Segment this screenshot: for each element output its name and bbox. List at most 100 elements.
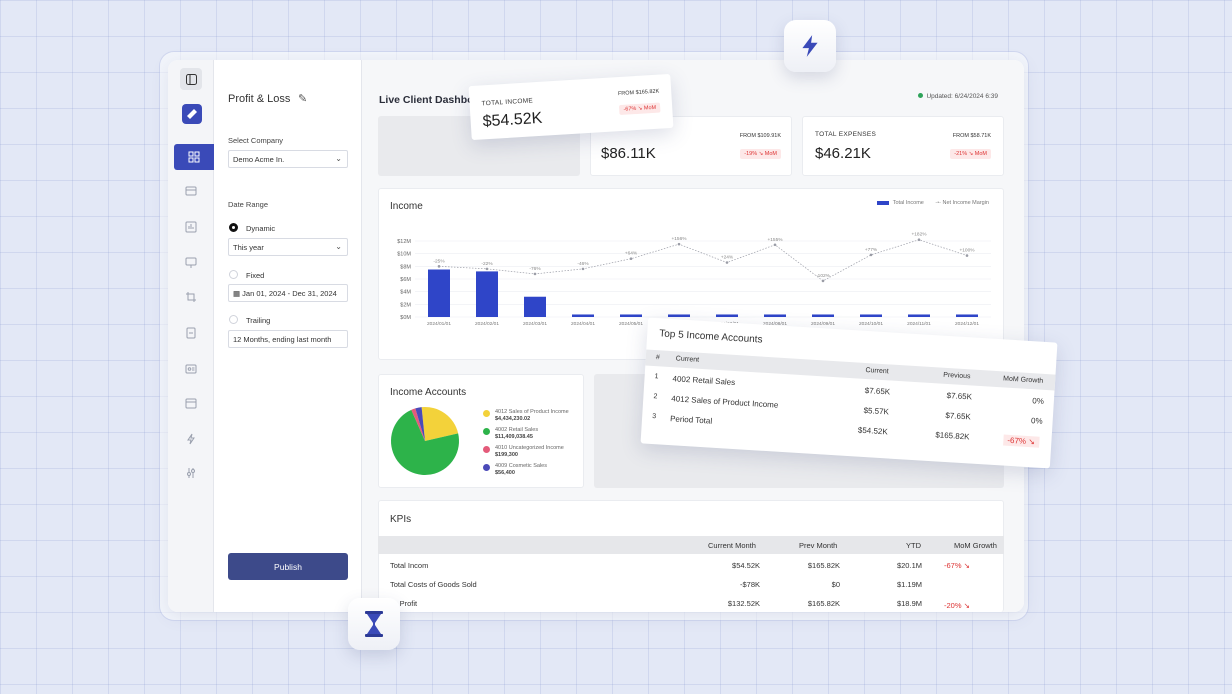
total-expenses-from: FROM $58.71K — [952, 133, 991, 139]
total-income-badge: -67% ↘ MoM — [619, 102, 661, 116]
top5-row-growth: -67% ↘ — [1003, 434, 1040, 448]
publish-button[interactable]: Publish — [228, 553, 348, 580]
icon-rail — [168, 60, 214, 612]
updated-status: Updated: 6/24/2024 6:39 — [918, 93, 998, 100]
top5-row-current: $54.52K — [857, 425, 888, 437]
income-bar — [716, 314, 738, 317]
panel-title: Profit & Loss — [228, 93, 291, 105]
top5-row-name: 4002 Retail Sales — [672, 374, 736, 388]
pie-legend-dot — [483, 428, 490, 435]
kpi-table-header: Current Month Prev Month YTD MoM Growth — [378, 536, 1004, 554]
income-accounts-card: Income Accounts 4012 Sales of Product In… — [378, 374, 584, 488]
income-pie-svg — [391, 407, 459, 475]
pie-legend-dot — [483, 410, 490, 417]
net-margin-label: -46% — [577, 261, 589, 267]
net-income-badge: -19% ↘ MoM — [740, 149, 781, 159]
y-tick-label: $10M — [397, 252, 411, 258]
kpi-row-name: ss Profit — [390, 599, 418, 608]
kpi-col-current: Current Month — [708, 541, 756, 550]
legend-total-income-swatch — [876, 200, 889, 205]
trailing-input[interactable]: 12 Months, ending last month — [228, 330, 348, 348]
net-margin-point — [581, 267, 585, 271]
pie-legend-dot — [483, 446, 490, 453]
bolt-icon[interactable] — [174, 426, 208, 452]
trailing-value: 12 Months, ending last month — [233, 335, 332, 344]
document-icon[interactable] — [174, 320, 208, 346]
net-income-from: FROM $109.91K — [739, 133, 781, 139]
x-tick-label: 2024/04/01 — [571, 321, 595, 327]
net-margin-label: -102% — [816, 273, 831, 279]
total-expenses-label: TOTAL EXPENSES — [815, 131, 877, 138]
x-tick-label: 2024/08/01 — [763, 321, 787, 327]
kpi-col-prev: Prev Month — [799, 541, 838, 550]
company-select[interactable]: Demo Acme In. ⌄ — [228, 150, 348, 168]
net-margin-point — [917, 238, 921, 242]
income-bar — [572, 314, 594, 317]
fixed-radio[interactable] — [229, 270, 238, 279]
net-margin-point — [533, 272, 537, 276]
net-margin-label: -76% — [529, 266, 541, 272]
x-tick-label: 2024/09/01 — [811, 321, 835, 327]
hourglass-icon — [348, 598, 400, 650]
income-bar — [620, 314, 642, 317]
dashboard-icon[interactable] — [174, 144, 214, 170]
trailing-radio[interactable] — [229, 315, 238, 324]
net-margin-point — [677, 242, 681, 246]
total-expenses-badge: -21% ↘ MoM — [950, 149, 991, 159]
pie-legend-dot — [483, 464, 490, 471]
monitor-icon[interactable] — [174, 250, 208, 276]
filter-panel: Profit & Loss ✎ Select Company Demo Acme… — [214, 60, 362, 612]
net-margin-label: -25% — [433, 258, 445, 264]
pie-slice — [421, 407, 459, 441]
calendar-icon[interactable] — [174, 390, 208, 416]
kpis-title: KPIs — [390, 514, 412, 525]
y-tick-label: $12M — [397, 239, 411, 245]
settings-sliders-icon[interactable] — [174, 460, 208, 486]
income-bar — [956, 314, 978, 317]
top5-row-previous: $7.65K — [946, 390, 973, 402]
kpis-card: KPIs — [378, 500, 1004, 612]
fixed-date-input[interactable]: ▦ Jan 01, 2024 - Dec 31, 2024 — [228, 284, 348, 302]
x-tick-label: 2024/10/01 — [859, 321, 883, 327]
income-bar — [764, 314, 786, 317]
kpi-col-growth: MoM Growth — [954, 541, 997, 550]
top5-row-name: Period Total — [669, 414, 713, 426]
x-tick-label: 2024/12/01 — [955, 321, 979, 327]
dynamic-radio[interactable] — [229, 223, 238, 232]
edit-icon[interactable]: ✎ — [298, 93, 308, 105]
chevron-down-icon: ⌄ — [335, 242, 342, 251]
x-tick-label: 2024/01/01 — [427, 321, 451, 327]
analytics-icon[interactable] — [174, 214, 208, 240]
fixed-label: Fixed — [246, 271, 265, 280]
top5-row-name: 4012 Sales of Product Income — [671, 394, 779, 410]
company-label: Select Company — [228, 136, 284, 145]
top5-title: Top 5 Income Accounts — [658, 328, 763, 346]
income-bar — [428, 269, 450, 317]
live-dot — [918, 93, 924, 98]
net-margin-label: +77% — [865, 247, 878, 253]
collapse-sidebar-icon[interactable] — [180, 68, 202, 90]
income-bar — [860, 314, 882, 317]
top5-row-num: 1 — [654, 373, 659, 381]
kpi-row-current: -$78K — [739, 580, 760, 589]
updated-text: Updated: 6/24/2024 6:39 — [926, 93, 998, 100]
x-tick-label: 2024/11/01 — [907, 321, 931, 327]
top5-row-current: $5.57K — [863, 405, 890, 417]
dynamic-value: This year — [233, 243, 264, 252]
net-margin-label: +156% — [671, 236, 687, 242]
net-income-value: $86.11K — [601, 145, 656, 162]
kpi-row-ytd: $20.1M — [896, 561, 922, 570]
contacts-icon[interactable] — [174, 356, 208, 382]
top5-row-growth: 0% — [1030, 416, 1043, 426]
x-tick-label: 2024/02/01 — [475, 321, 499, 327]
top5-col-current: Current — [865, 366, 889, 376]
reports-icon[interactable] — [174, 178, 208, 204]
crop-icon[interactable] — [174, 284, 208, 310]
total-income-from: FROM $165.82K — [617, 88, 660, 98]
top5-row-growth: 0% — [1032, 396, 1045, 406]
fixed-value: Jan 01, 2024 - Dec 31, 2024 — [242, 289, 337, 298]
legend-total-income: Total Income — [892, 200, 924, 206]
dynamic-select[interactable]: This year ⌄ — [228, 238, 348, 256]
total-expenses-card[interactable]: TOTAL EXPENSES $46.21K FROM $58.71K -21%… — [802, 116, 1004, 176]
net-margin-point — [821, 279, 825, 283]
